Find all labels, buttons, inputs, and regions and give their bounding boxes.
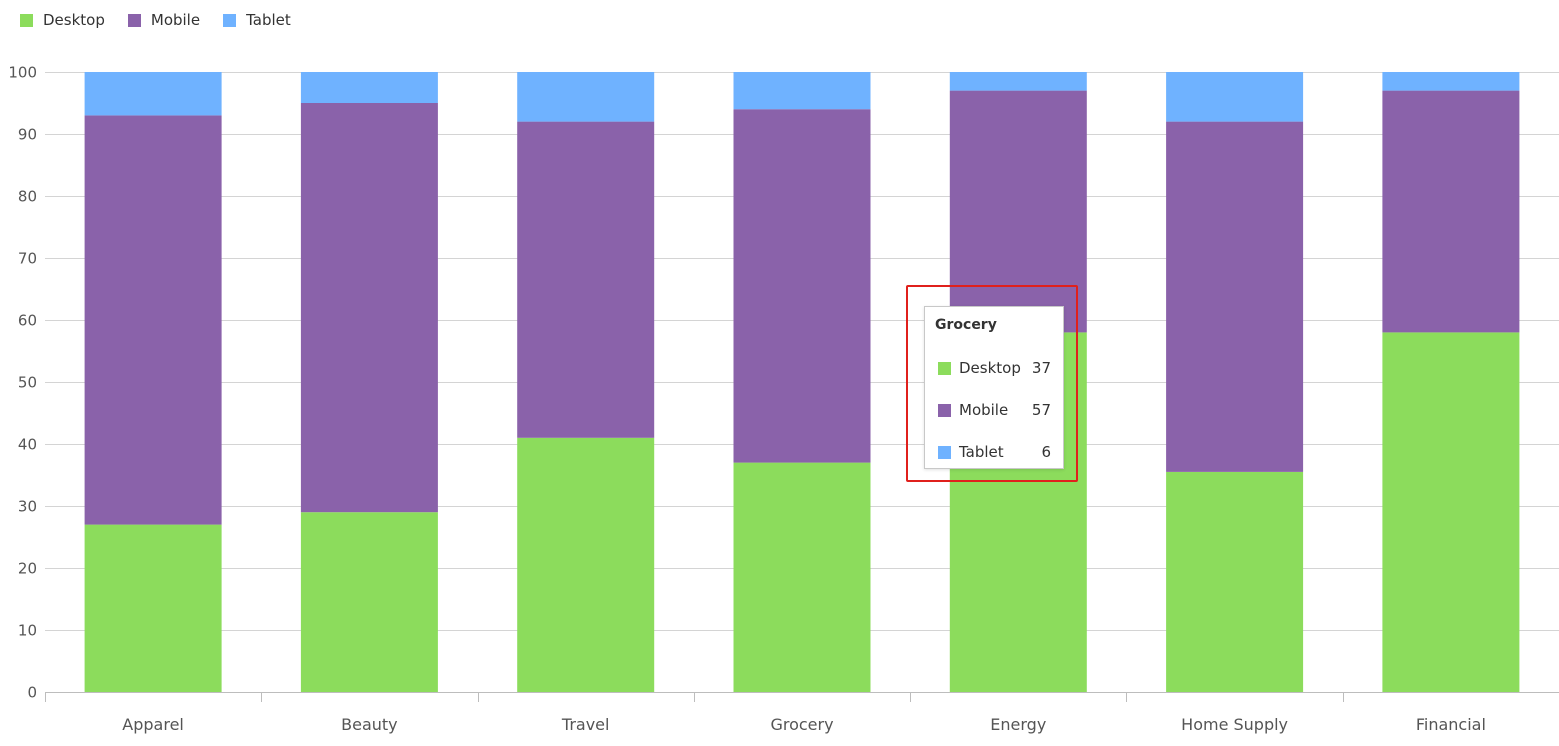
y-tick-label-30: 30 xyxy=(18,498,37,516)
tooltip-value-mobile: 57 xyxy=(1031,401,1051,419)
y-tick-label-60: 60 xyxy=(18,312,37,330)
tooltip-swatch-mobile xyxy=(938,403,951,417)
tooltip-value-desktop: 37 xyxy=(1031,359,1051,377)
legend-label-desktop: Desktop xyxy=(43,11,105,29)
bar-desktop-travel xyxy=(517,437,655,692)
y-tick-label-20: 20 xyxy=(18,560,37,578)
x-tick-label-travel: Travel xyxy=(561,715,610,734)
x-tick-label-financial: Financial xyxy=(1416,715,1486,734)
x-tick-label-apparel: Apparel xyxy=(122,715,184,734)
bar-mobile-grocery xyxy=(733,109,871,463)
tooltip-label-mobile: Mobile xyxy=(959,401,1009,419)
x-tick-label-home-supply: Home Supply xyxy=(1181,715,1288,734)
y-tick-label-40: 40 xyxy=(18,436,37,454)
y-tick-label-50: 50 xyxy=(18,374,37,392)
tooltip-title: Grocery xyxy=(935,317,997,333)
y-tick-label-100: 100 xyxy=(8,64,37,82)
bar-desktop-apparel xyxy=(84,524,222,692)
tooltip-swatch-tablet xyxy=(938,445,951,459)
bar-tablet-financial xyxy=(1382,72,1520,91)
bar-mobile-home-supply xyxy=(1166,121,1304,472)
bar-desktop-beauty xyxy=(300,512,438,692)
chart-legend: Desktop Mobile Tablet xyxy=(20,10,314,30)
chart-tooltip: Grocery Desktop 37 Mobile 57 Tablet 6 xyxy=(924,306,1064,469)
bar-mobile-financial xyxy=(1382,90,1520,333)
tooltip-label-desktop: Desktop xyxy=(959,359,1021,377)
bar-tablet-apparel xyxy=(84,72,222,116)
bar-desktop-home-supply xyxy=(1166,471,1304,692)
y-tick-label-90: 90 xyxy=(18,126,37,144)
bar-tablet-grocery xyxy=(733,72,871,110)
bar-desktop-grocery xyxy=(733,462,871,692)
legend-item-tablet[interactable]: Tablet xyxy=(223,11,291,29)
legend-swatch-desktop xyxy=(20,13,33,27)
tooltip-row-mobile: Mobile 57 xyxy=(938,401,1051,419)
legend-item-mobile[interactable]: Mobile xyxy=(127,11,201,29)
tooltip-value-tablet: 6 xyxy=(1041,443,1051,461)
tooltip-row-tablet: Tablet 6 xyxy=(938,443,1051,461)
bar-mobile-beauty xyxy=(300,103,438,513)
legend-label-tablet: Tablet xyxy=(246,11,291,29)
tooltip-row-desktop: Desktop 37 xyxy=(938,359,1051,377)
y-tick-label-80: 80 xyxy=(18,188,37,206)
bar-tablet-home-supply xyxy=(1166,72,1304,122)
legend-item-desktop[interactable]: Desktop xyxy=(20,11,105,29)
bar-tablet-energy xyxy=(949,72,1087,91)
legend-swatch-mobile xyxy=(127,13,141,27)
bar-desktop-financial xyxy=(1382,332,1520,692)
x-tick-label-grocery: Grocery xyxy=(770,715,833,734)
bar-tablet-beauty xyxy=(300,72,438,103)
bar-mobile-energy xyxy=(949,90,1087,333)
legend-swatch-tablet xyxy=(223,13,237,27)
legend-label-mobile: Mobile xyxy=(150,11,201,29)
y-tick-label-70: 70 xyxy=(18,250,37,268)
bar-mobile-apparel xyxy=(84,115,222,525)
bar-tablet-travel xyxy=(517,72,655,122)
x-tick-label-energy: Energy xyxy=(990,715,1046,734)
y-tick-label-0: 0 xyxy=(27,684,37,702)
tooltip-swatch-desktop xyxy=(938,361,951,375)
y-tick-label-10: 10 xyxy=(18,622,37,640)
bar-mobile-travel xyxy=(517,121,655,438)
tooltip-label-tablet: Tablet xyxy=(959,443,1004,461)
x-tick-label-beauty: Beauty xyxy=(341,715,398,734)
